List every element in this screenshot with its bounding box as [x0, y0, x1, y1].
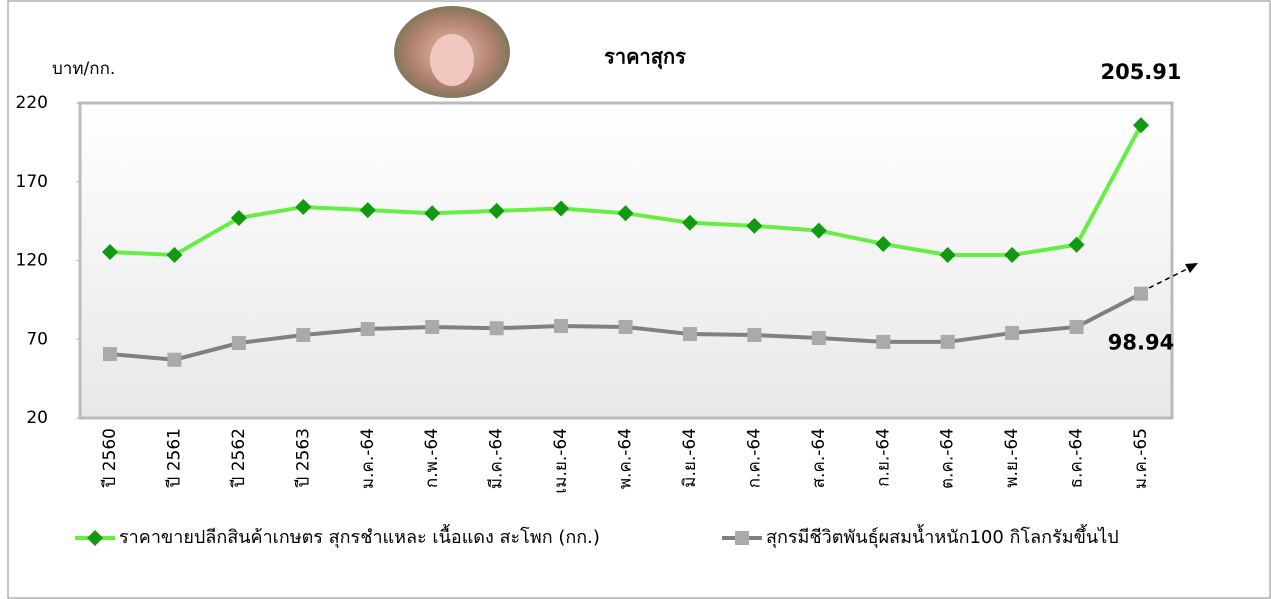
marker: [682, 327, 697, 342]
marker: [554, 319, 569, 334]
marker: [1005, 325, 1020, 340]
marker: [166, 246, 183, 263]
x-tick-label: ต.ค.-64: [938, 428, 958, 489]
marker: [746, 217, 763, 234]
pig-face: [430, 34, 474, 86]
marker: [424, 205, 441, 222]
y-tick-label: 120: [16, 251, 48, 271]
marker: [1068, 236, 1085, 253]
marker: [231, 336, 246, 351]
marker: [940, 334, 955, 349]
legend-label: สุกรมีชีวิตพันธุ์ผสมน้ำหนัก100 กิโลกรัมข…: [766, 524, 1119, 548]
data-label: 205.91: [1100, 60, 1181, 84]
x-tick-label: ส.ค.-64: [809, 428, 829, 488]
y-tick-label: 70: [26, 329, 48, 349]
x-tick-label: เม.ย.-64: [551, 428, 571, 494]
x-tick-label: ปี 2561: [164, 428, 184, 488]
x-tick-label: ม.ค.-64: [358, 428, 378, 489]
marker: [1133, 117, 1149, 134]
legend-label: ราคาขายปลีกสินค้าเกษตร สุกรชำแหละ เนื้อแ…: [119, 524, 600, 548]
chart-title: ราคาสุกร: [604, 45, 686, 70]
marker: [102, 243, 118, 260]
marker: [167, 352, 182, 367]
marker: [747, 327, 762, 342]
marker: [489, 321, 504, 336]
arrow-head: [1185, 263, 1198, 273]
legend-marker: [87, 530, 103, 546]
marker: [296, 327, 311, 342]
marker: [939, 246, 956, 263]
marker: [811, 330, 826, 345]
x-tick-label: ปี 2562: [229, 428, 249, 488]
x-tick-label: พ.ค.-64: [616, 428, 636, 489]
frame: [7, 0, 1271, 599]
marker: [1134, 286, 1148, 301]
marker: [553, 200, 570, 217]
marker: [1004, 246, 1021, 263]
marker: [681, 214, 698, 231]
y-tick-label: 220: [16, 93, 48, 113]
marker: [103, 347, 117, 362]
marker: [488, 202, 505, 219]
y-axis-label: บาท/กก.: [52, 59, 115, 79]
trend-arrow: [1140, 264, 1196, 293]
plot-area: [78, 101, 1174, 420]
marker: [810, 222, 827, 239]
marker: [359, 202, 376, 219]
x-tick-label: มิ.ย.-64: [680, 428, 700, 488]
marker: [230, 209, 247, 226]
marker: [1069, 319, 1084, 334]
marker: [360, 322, 375, 337]
x-tick-label: พ.ย.-64: [1002, 428, 1022, 488]
x-tick-label: ก.ค.-64: [744, 428, 764, 488]
x-tick-label: ก.ย.-64: [873, 428, 893, 487]
legend-marker: [735, 531, 749, 545]
marker: [617, 205, 634, 222]
x-tick-label: ม.ค.-65: [1131, 428, 1151, 489]
marker: [875, 235, 892, 252]
y-tick-label: 20: [26, 408, 48, 428]
x-tick-label: ปี 2560: [100, 428, 120, 488]
x-tick-label: มี.ค.-64: [487, 428, 507, 489]
data-label: 98.94: [1108, 331, 1174, 355]
marker: [295, 198, 312, 215]
x-tick-label: ปี 2563: [293, 428, 313, 488]
marker: [876, 334, 891, 349]
y-tick-label: 170: [16, 172, 48, 192]
marker: [425, 319, 440, 334]
x-tick-label: ก.พ.-64: [422, 428, 442, 488]
marker: [618, 319, 633, 334]
x-tick-label: ธ.ค.-64: [1067, 428, 1087, 488]
